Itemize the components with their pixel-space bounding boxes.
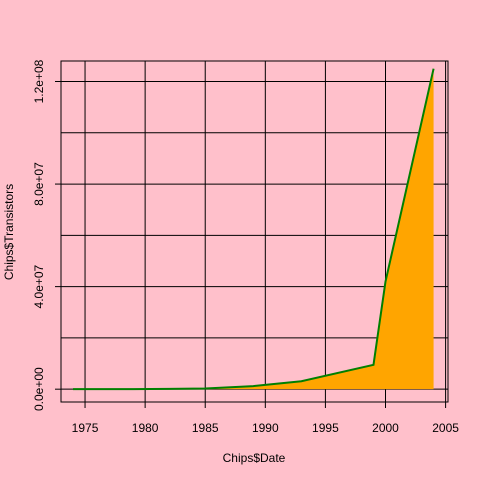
line-layer (73, 68, 435, 391)
x-axis-label: Chips$Date (223, 451, 286, 465)
x-tick-label: 1975 (72, 421, 99, 435)
x-tick-label: 2005 (432, 421, 459, 435)
x-tick-label: 1995 (312, 421, 339, 435)
y-tick-label: 1.2e+08 (32, 59, 46, 103)
area-fill (73, 68, 434, 390)
x-tick-label: 2000 (372, 421, 399, 435)
y-axis-label: Chips$Transistors (2, 184, 16, 280)
x-tick-label: 1990 (252, 421, 279, 435)
area-layer (73, 68, 434, 390)
plot-frame (60, 60, 449, 403)
series-line (73, 68, 435, 391)
x-tick-label: 1980 (132, 421, 159, 435)
y-tick-label: 0.0e+00 (32, 367, 46, 411)
y-tick-label: 4.0e+07 (32, 264, 46, 308)
x-axis: 1975 1980 1985 1990 1995 2000 2005 (72, 402, 459, 435)
y-tick-label: 8.0e+07 (32, 162, 46, 206)
x-tick-label: 1985 (192, 421, 219, 435)
y-axis: 0.0e+00 4.0e+07 8.0e+07 1.2e+08 (32, 59, 61, 411)
